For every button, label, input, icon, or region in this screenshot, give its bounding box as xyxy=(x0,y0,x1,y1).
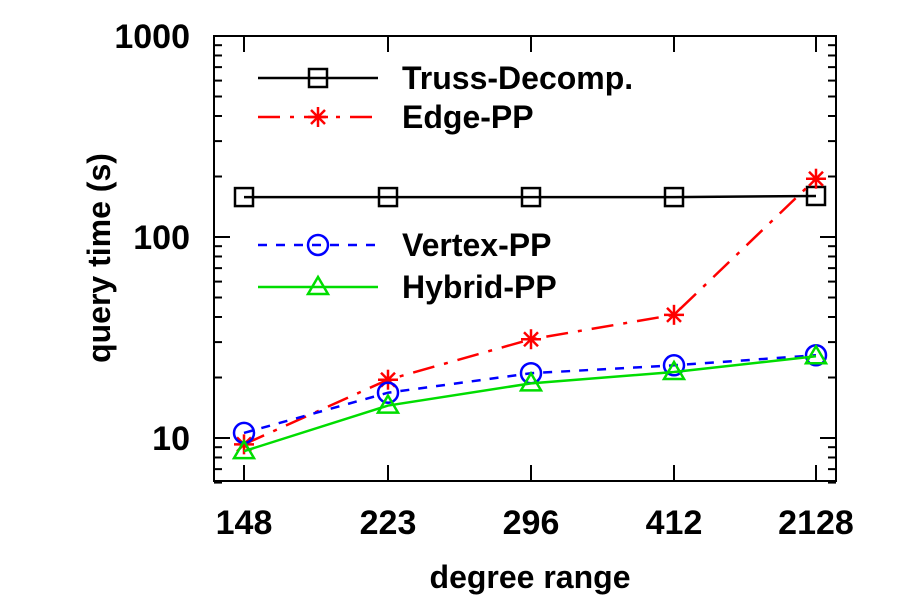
x-tick-label: 148 xyxy=(216,504,273,542)
series-line xyxy=(243,355,817,453)
marker-star-stroke xyxy=(666,306,682,323)
marker-star-stroke xyxy=(523,331,539,348)
marker-triangle xyxy=(661,359,687,381)
y-tick-label: 10 xyxy=(152,420,190,458)
marker-square xyxy=(663,186,685,208)
marker-star xyxy=(521,329,541,350)
marker-square xyxy=(520,186,542,208)
marker-circle xyxy=(376,381,400,404)
marker-star-stroke xyxy=(310,109,326,125)
legend-label: Edge-PP xyxy=(402,99,534,135)
y-tick-label: 100 xyxy=(133,219,190,257)
marker-square xyxy=(307,67,329,89)
marker-star xyxy=(664,304,684,325)
marker-star-stroke xyxy=(808,170,824,187)
series-layer xyxy=(231,168,829,460)
marker-triangle xyxy=(231,438,257,460)
series-truss-decomp xyxy=(233,185,827,208)
x-tick-label: 296 xyxy=(503,504,560,542)
plot-frame xyxy=(213,35,837,482)
y-axis-label: query time (s) xyxy=(81,153,117,363)
marker-triangle xyxy=(518,370,544,392)
legend-entry: Truss-Decomp. xyxy=(258,60,633,96)
series-vertex-pp xyxy=(232,344,828,445)
marker-square xyxy=(377,186,399,208)
legend-label: Hybrid-PP xyxy=(402,269,557,305)
marker-circle xyxy=(662,354,686,377)
legend-entry: Edge-PP xyxy=(258,99,534,135)
x-axis-label: degree range xyxy=(430,559,631,595)
marker-triangle xyxy=(375,393,401,414)
series-edge-pp xyxy=(234,168,826,455)
marker-circle xyxy=(306,233,330,257)
marker-square xyxy=(233,186,255,208)
marker-triangle xyxy=(305,274,331,296)
y-tick-label: 1000 xyxy=(114,18,190,56)
x-axis-ticks: 148 223 296 412 2128 xyxy=(216,36,854,542)
marker-star xyxy=(308,107,328,127)
x-tick-label: 2128 xyxy=(778,504,854,542)
legend-entry: Hybrid-PP xyxy=(258,269,557,305)
y-axis-ticks: 10 100 1000 xyxy=(114,18,836,484)
legend-label: Vertex-PP xyxy=(402,227,551,263)
legend-entry: Vertex-PP xyxy=(258,227,551,263)
series-line xyxy=(243,177,817,446)
series-line xyxy=(244,194,817,199)
marker-triangle xyxy=(803,343,829,365)
x-tick-label: 412 xyxy=(646,504,703,542)
legend-label: Truss-Decomp. xyxy=(402,60,633,96)
marker-star xyxy=(806,168,826,189)
x-tick-label: 223 xyxy=(360,504,417,542)
series-hybrid-pp xyxy=(231,343,829,460)
legend: Truss-Decomp.Edge-PP Vertex-PP Hybrid-PP xyxy=(258,60,633,305)
